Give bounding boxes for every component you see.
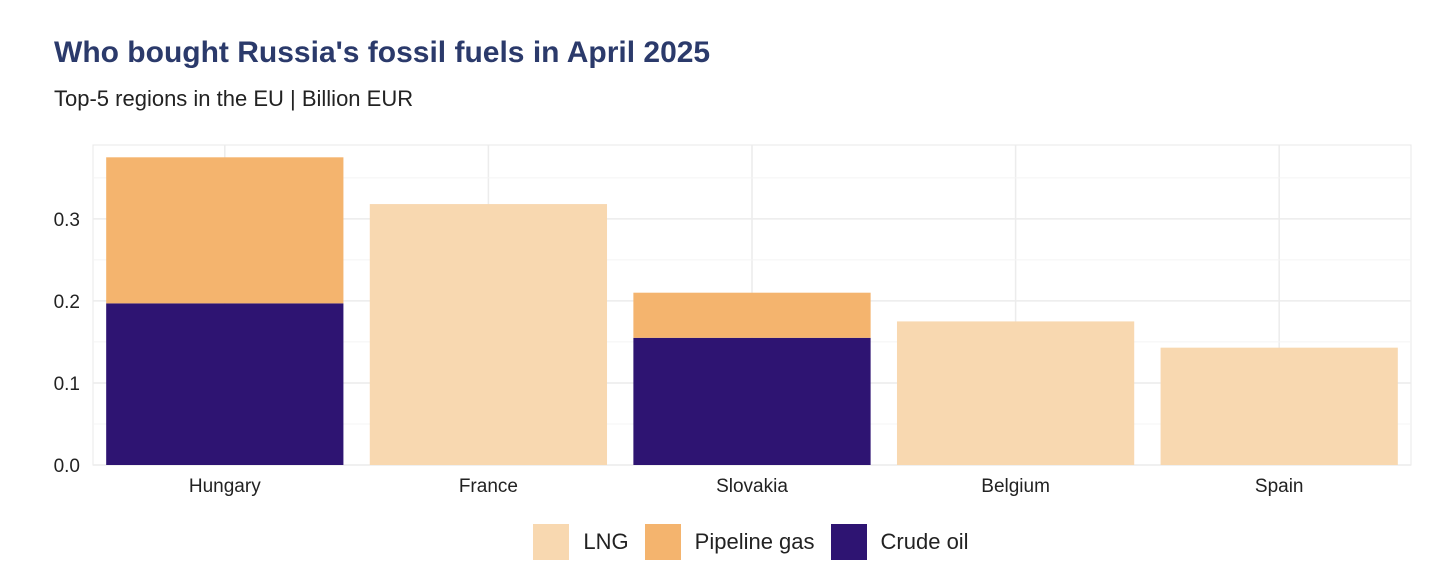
y-tick-label: 0.2 <box>54 292 80 313</box>
legend-item-pipeline-gas: Pipeline gas <box>644 524 815 560</box>
legend-label: LNG <box>583 529 629 554</box>
x-tick-label: Slovakia <box>716 476 788 497</box>
x-axis-ticks: Hungary France Slovakia Belgium Spain <box>189 476 1304 497</box>
x-tick-label: Hungary <box>189 476 261 497</box>
legend-swatch <box>644 524 681 560</box>
y-axis-ticks: 0.0 0.1 0.2 0.3 <box>54 210 80 477</box>
bar-slovakia-crude-oil <box>633 337 871 465</box>
legend-item-crude-oil: Crude oil <box>830 524 969 560</box>
bar-slovakia-pipeline-gas <box>633 292 871 338</box>
chart-subtitle: Top-5 regions in the EU | Billion EUR <box>54 86 414 111</box>
bar-spain-lng <box>1160 347 1398 465</box>
legend-swatch <box>533 524 570 560</box>
bar-france-lng <box>369 204 608 466</box>
x-tick-label: Belgium <box>981 476 1050 497</box>
x-tick-label: Spain <box>1255 476 1304 497</box>
chart-title: Who bought Russia's fossil fuels in Apri… <box>54 36 711 69</box>
legend-label: Crude oil <box>880 529 969 554</box>
y-tick-label: 0.1 <box>54 374 80 395</box>
y-tick-label: 0.3 <box>54 210 80 231</box>
bar-belgium-lng <box>896 321 1135 465</box>
legend: LNG Pipeline gas Crude oil <box>0 520 1456 564</box>
legend-item-lng: LNG <box>533 524 629 560</box>
chart-plot: 0.0 0.1 0.2 0.3 Hungary France Slovakia Belgiu… <box>54 144 1412 497</box>
x-tick-label: France <box>459 476 518 497</box>
bar-hungary-pipeline-gas <box>106 157 344 304</box>
legend-label: Pipeline gas <box>694 529 815 554</box>
legend-swatch <box>830 524 867 560</box>
bars <box>106 157 1398 466</box>
bar-hungary-crude-oil <box>106 303 344 465</box>
y-tick-label: 0.0 <box>54 456 80 477</box>
